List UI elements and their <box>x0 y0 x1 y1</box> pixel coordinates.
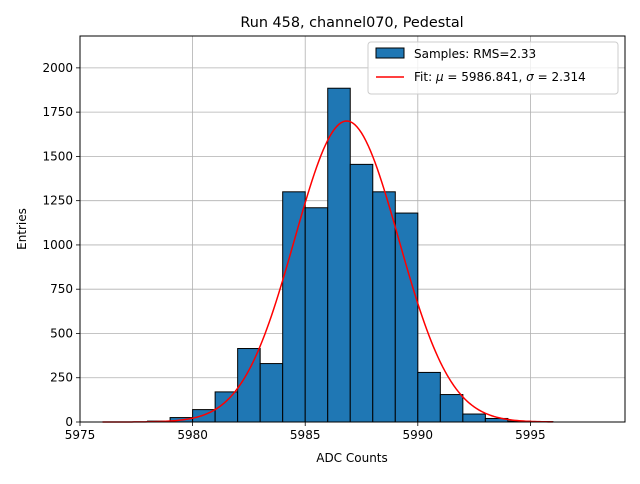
y-tick-label: 250 <box>50 371 73 385</box>
histogram-bar <box>418 372 441 422</box>
y-tick-label: 2000 <box>42 61 73 75</box>
x-axis-label: ADC Counts <box>316 451 388 465</box>
legend-mu-symbol: μ <box>435 70 444 84</box>
legend: Samples: RMS=2.33 Fit: μ = 5986.841, σ =… <box>368 42 618 94</box>
y-tick-label: 1750 <box>42 105 73 119</box>
histogram-bar <box>395 213 418 422</box>
y-axis-label: Entries <box>15 208 29 250</box>
histogram-bar <box>260 364 283 422</box>
legend-sigma-value: = 2.314 <box>534 70 586 84</box>
legend-fit-label: Fit: μ = 5986.841, σ = 2.314 <box>414 70 586 84</box>
histogram-bar <box>238 349 261 422</box>
legend-samples-label: Samples: RMS=2.33 <box>414 47 536 61</box>
histogram-bar <box>373 192 396 422</box>
histogram-bar <box>350 164 373 422</box>
histogram-bar <box>440 395 463 422</box>
histogram-bar <box>328 88 351 422</box>
histogram-bar <box>463 414 486 422</box>
y-tick-label: 1000 <box>42 238 73 252</box>
x-tick-label: 5980 <box>177 428 208 442</box>
histogram-bar <box>305 208 328 422</box>
legend-fit-prefix: Fit: <box>414 70 436 84</box>
x-tick-label: 5990 <box>403 428 434 442</box>
y-tick-label: 500 <box>50 326 73 340</box>
chart-title: Run 458, channel070, Pedestal <box>240 15 463 31</box>
legend-samples-swatch <box>376 48 404 58</box>
y-tick-label: 0 <box>65 415 73 429</box>
x-tick-label: 5975 <box>65 428 96 442</box>
y-tick-label: 750 <box>50 282 73 296</box>
y-tick-label: 1500 <box>42 149 73 163</box>
x-tick-label: 5985 <box>290 428 321 442</box>
legend-mu-value: = 5986.841, <box>444 70 527 84</box>
histogram-bar <box>283 192 306 422</box>
x-tick-label: 5995 <box>515 428 546 442</box>
y-tick-label: 1250 <box>42 194 73 208</box>
